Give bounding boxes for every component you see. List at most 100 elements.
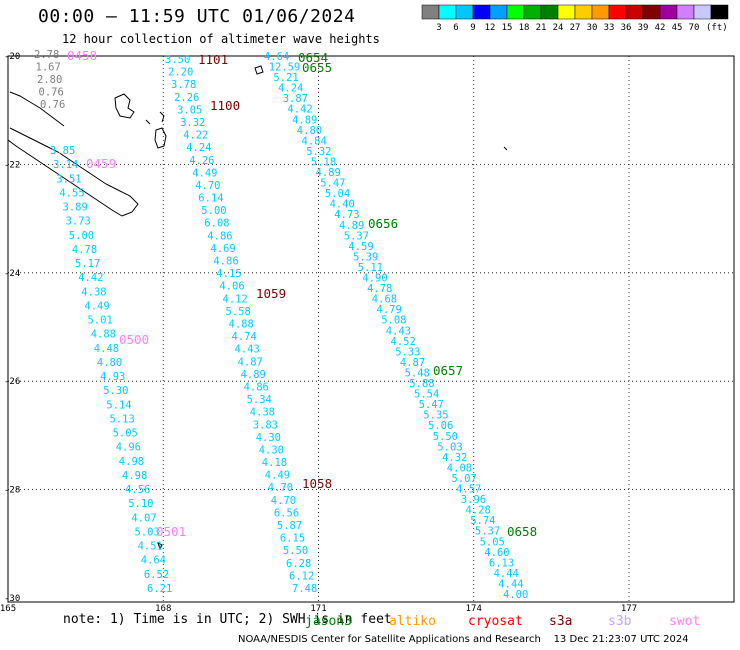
wave-height-value: 4.57 [456, 484, 481, 496]
wave-height-value: 5.37 [475, 526, 500, 538]
wave-height-value: 3.83 [253, 419, 278, 431]
pass-time-label: 1059 [256, 286, 286, 301]
longitude-tick-label: 177 [621, 604, 637, 614]
wave-height-value: 5.17 [75, 258, 100, 270]
colorbar-cell [506, 4, 525, 20]
colorbar-tick-label: 6 [453, 23, 458, 33]
wave-height-value: 4.12 [223, 293, 248, 305]
wave-height-value: 5.21 [273, 72, 298, 84]
colorbar-cell [659, 4, 678, 20]
colorbar-tick-label: 36 [621, 23, 632, 33]
wave-height-value: 5.34 [247, 394, 272, 406]
pass-d-labels: 4.6412.595.214.243.874.424.894.804.845.3… [264, 51, 528, 601]
wave-height-value: 5.47 [419, 399, 444, 411]
pass-time-label: 1101 [198, 52, 228, 67]
wave-height-value: 5.37 [344, 230, 369, 242]
wave-height-value: 6.12 [289, 570, 314, 582]
longitude-tick-label: 165 [0, 604, 16, 614]
wave-height-value: 7.48 [292, 583, 317, 595]
pass-time-label: 0654 [298, 50, 328, 65]
wave-height-value: 4.98 [122, 470, 147, 482]
pass-time-label: 1058 [302, 476, 332, 491]
latitude-tick-labels: -20 -22 -24 -26 -28 -30 [4, 52, 20, 604]
pass-time-label: 0459 [86, 156, 116, 171]
wave-height-value: 5.18 [311, 157, 336, 169]
wave-height-value: 5.11 [358, 262, 383, 274]
wave-height-value: 3.89 [63, 202, 88, 214]
colorbar-cell [710, 4, 729, 20]
wave-height-value: 5.03 [135, 527, 160, 539]
wave-height-value: 4.30 [256, 432, 281, 444]
colorbar-tick-label: 21 [536, 23, 547, 33]
wave-height-value: 4.40 [330, 199, 355, 211]
wave-height-value: 6.08 [204, 218, 229, 230]
wave-height-value: 4.86 [213, 256, 238, 268]
wave-height-value: 2.80 [37, 74, 62, 86]
wave-height-value: 5.32 [306, 146, 331, 158]
wave-height-value: 4.49 [84, 300, 109, 312]
chart-subtitle: 12 hour collection of altimeter wave hei… [62, 32, 380, 46]
wave-height-value: 1.67 [36, 62, 61, 74]
wave-height-value: 4.42 [78, 272, 103, 284]
wave-height-value: 4.06 [219, 281, 244, 293]
wave-height-value: 5.14 [106, 399, 131, 411]
wave-height-value: 4.49 [192, 167, 217, 179]
wave-height-value: 4.89 [339, 220, 364, 232]
wave-height-value: 4.96 [116, 442, 141, 454]
colorbar-cell [574, 4, 593, 20]
wave-height-value: 4.32 [442, 452, 467, 464]
wave-height-value: 4.26 [189, 155, 214, 167]
wave-height-value: 5.54 [414, 389, 439, 401]
wave-height-value: 5.01 [88, 315, 113, 327]
colorbar-cell [421, 4, 440, 20]
pass-a-labels: 2.781.672.800.760.76 [34, 49, 65, 111]
wave-height-value: 2.78 [34, 49, 59, 61]
colorbar-tick-label: 39 [638, 23, 649, 33]
map-frame [7, 55, 735, 603]
colorbar-ticks: 3 6 9 12 15 18 21 24 27 30 33 36 39 42 45 70 [436, 23, 699, 33]
colorbar-cell [557, 4, 576, 20]
coastline [7, 65, 508, 551]
wave-height-value: 6.14 [198, 193, 223, 205]
chart-title: 00:00 – 11:59 UTC 01/06/2024 [38, 6, 356, 27]
pass-time-label: 0458 [67, 48, 97, 63]
wave-height-value: 5.08 [381, 315, 406, 327]
wave-height-value: 4.49 [265, 470, 290, 482]
wave-height-value: 6.56 [274, 507, 299, 519]
wave-height-value: 3.96 [461, 494, 486, 506]
wave-height-value: 5.50 [283, 545, 308, 557]
colorbar-tick-label: 9 [470, 23, 475, 33]
wave-height-value: 5.58 [226, 306, 251, 318]
wave-height-value: 3.85 [50, 145, 75, 157]
wave-height-value: 4.00 [503, 589, 528, 601]
colorbar-cell [489, 4, 508, 20]
wave-height-value: 4.07 [131, 512, 156, 524]
colorbar-tick-label: 12 [485, 23, 496, 33]
latitude-tick-label: -22 [4, 160, 20, 170]
wave-height-value: 5.74 [470, 515, 495, 527]
footnote: note: 1) Time is in UTC; 2) SWH is in fe… [63, 612, 392, 627]
wave-height-value: 0.76 [39, 87, 64, 99]
colorbar-cell [642, 4, 661, 20]
colorbar-tick-label: 33 [604, 23, 615, 33]
wave-height-value: 5.39 [353, 251, 378, 263]
wave-height-value: 4.86 [207, 230, 232, 242]
wave-height-value: 4.08 [447, 462, 472, 474]
wave-height-value: 4.87 [400, 357, 425, 369]
wave-height-value: 4.51 [138, 541, 163, 553]
wave-height-value: 4.30 [259, 445, 284, 457]
wave-height-value: 4.78 [367, 283, 392, 295]
wave-height-value: 4.24 [278, 83, 303, 95]
wave-height-value: 6.15 [280, 533, 305, 545]
wave-height-value: 4.18 [262, 457, 287, 469]
pass-b-labels: 3.85 3.14 3.51 4.55 3.89 3.73 5.00 4.78 5.17 4.42… [50, 145, 172, 595]
wave-height-value: 4.48 [94, 343, 119, 355]
wave-height-value: 5.05 [480, 536, 505, 548]
latitude-tick-label: -30 [4, 594, 20, 604]
wave-height-value: 4.68 [372, 294, 397, 306]
wave-height-value: 4.70 [268, 482, 293, 494]
colorbar-tick-label: 70 [689, 23, 700, 33]
wave-height-value: 4.28 [466, 505, 491, 517]
